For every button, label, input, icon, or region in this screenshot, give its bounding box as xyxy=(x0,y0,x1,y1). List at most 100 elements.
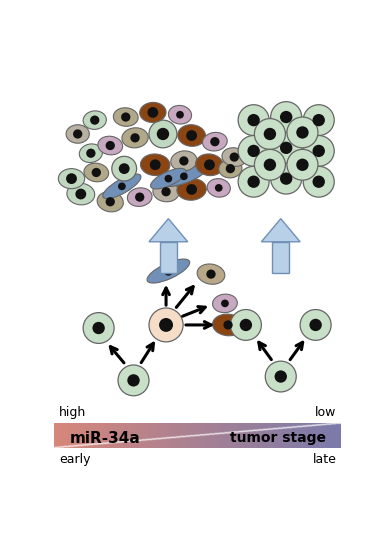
Circle shape xyxy=(179,156,188,165)
Ellipse shape xyxy=(219,160,242,178)
Ellipse shape xyxy=(140,102,166,122)
Ellipse shape xyxy=(213,294,237,313)
Circle shape xyxy=(150,160,161,170)
Circle shape xyxy=(75,189,86,199)
Circle shape xyxy=(127,374,140,386)
Circle shape xyxy=(147,107,158,118)
Circle shape xyxy=(247,114,260,126)
Circle shape xyxy=(300,309,331,340)
Circle shape xyxy=(180,172,188,180)
Text: late: late xyxy=(313,453,337,466)
Circle shape xyxy=(240,319,252,331)
Text: early: early xyxy=(59,453,91,466)
Circle shape xyxy=(280,172,292,185)
Circle shape xyxy=(265,361,296,392)
Circle shape xyxy=(247,145,260,157)
Ellipse shape xyxy=(203,133,227,151)
Circle shape xyxy=(106,141,115,150)
Circle shape xyxy=(161,187,171,196)
Text: tumor stage: tumor stage xyxy=(230,431,326,445)
Ellipse shape xyxy=(98,136,123,155)
Ellipse shape xyxy=(58,169,85,189)
Ellipse shape xyxy=(67,183,95,205)
Circle shape xyxy=(135,192,144,202)
Ellipse shape xyxy=(153,182,179,202)
Ellipse shape xyxy=(197,264,225,284)
Circle shape xyxy=(83,313,114,343)
Polygon shape xyxy=(261,219,300,242)
Ellipse shape xyxy=(147,259,190,283)
Ellipse shape xyxy=(178,125,206,146)
Ellipse shape xyxy=(162,166,206,186)
Ellipse shape xyxy=(83,111,107,129)
Bar xyxy=(160,242,177,273)
Circle shape xyxy=(287,149,318,180)
Circle shape xyxy=(230,153,239,162)
Circle shape xyxy=(164,175,172,183)
Circle shape xyxy=(303,135,334,167)
Circle shape xyxy=(264,128,276,140)
Circle shape xyxy=(310,319,322,331)
Ellipse shape xyxy=(222,148,247,167)
Ellipse shape xyxy=(66,125,89,143)
Circle shape xyxy=(186,184,197,195)
Circle shape xyxy=(238,105,269,135)
Circle shape xyxy=(280,142,292,154)
Polygon shape xyxy=(149,219,188,242)
Circle shape xyxy=(221,300,229,307)
Ellipse shape xyxy=(196,154,223,176)
Circle shape xyxy=(66,173,77,184)
Circle shape xyxy=(207,270,216,279)
Text: low: low xyxy=(315,406,337,419)
Circle shape xyxy=(226,164,235,173)
Ellipse shape xyxy=(151,168,186,189)
Circle shape xyxy=(238,167,269,197)
Circle shape xyxy=(119,163,130,174)
Bar xyxy=(272,242,289,273)
Circle shape xyxy=(106,197,115,206)
Circle shape xyxy=(130,133,140,142)
Circle shape xyxy=(313,176,325,188)
Circle shape xyxy=(271,133,302,163)
Ellipse shape xyxy=(171,151,197,171)
Circle shape xyxy=(238,135,269,167)
Circle shape xyxy=(159,318,173,332)
Ellipse shape xyxy=(103,174,141,199)
Ellipse shape xyxy=(97,192,124,212)
Ellipse shape xyxy=(84,163,108,182)
Circle shape xyxy=(118,365,149,396)
Ellipse shape xyxy=(177,178,207,200)
Circle shape xyxy=(247,176,260,188)
Circle shape xyxy=(149,120,177,148)
Ellipse shape xyxy=(207,178,230,197)
Ellipse shape xyxy=(168,106,191,124)
Circle shape xyxy=(296,158,309,171)
Circle shape xyxy=(149,308,183,342)
Ellipse shape xyxy=(79,144,102,163)
Circle shape xyxy=(313,114,325,126)
Circle shape xyxy=(73,129,82,139)
Circle shape xyxy=(86,149,95,158)
Circle shape xyxy=(121,113,130,122)
Circle shape xyxy=(210,137,220,146)
Circle shape xyxy=(92,322,105,334)
Ellipse shape xyxy=(141,154,170,176)
Circle shape xyxy=(215,184,223,192)
Circle shape xyxy=(271,163,302,194)
Circle shape xyxy=(254,119,285,149)
Circle shape xyxy=(112,156,137,181)
Ellipse shape xyxy=(213,314,244,336)
Circle shape xyxy=(230,309,261,340)
Circle shape xyxy=(303,105,334,135)
Circle shape xyxy=(186,130,197,141)
Circle shape xyxy=(204,160,215,170)
Circle shape xyxy=(287,117,318,148)
Circle shape xyxy=(157,128,169,140)
Text: high: high xyxy=(59,406,86,419)
Circle shape xyxy=(303,167,334,197)
Circle shape xyxy=(254,149,285,180)
Circle shape xyxy=(296,126,309,139)
Ellipse shape xyxy=(113,108,138,126)
Circle shape xyxy=(91,168,101,177)
Circle shape xyxy=(280,111,292,123)
